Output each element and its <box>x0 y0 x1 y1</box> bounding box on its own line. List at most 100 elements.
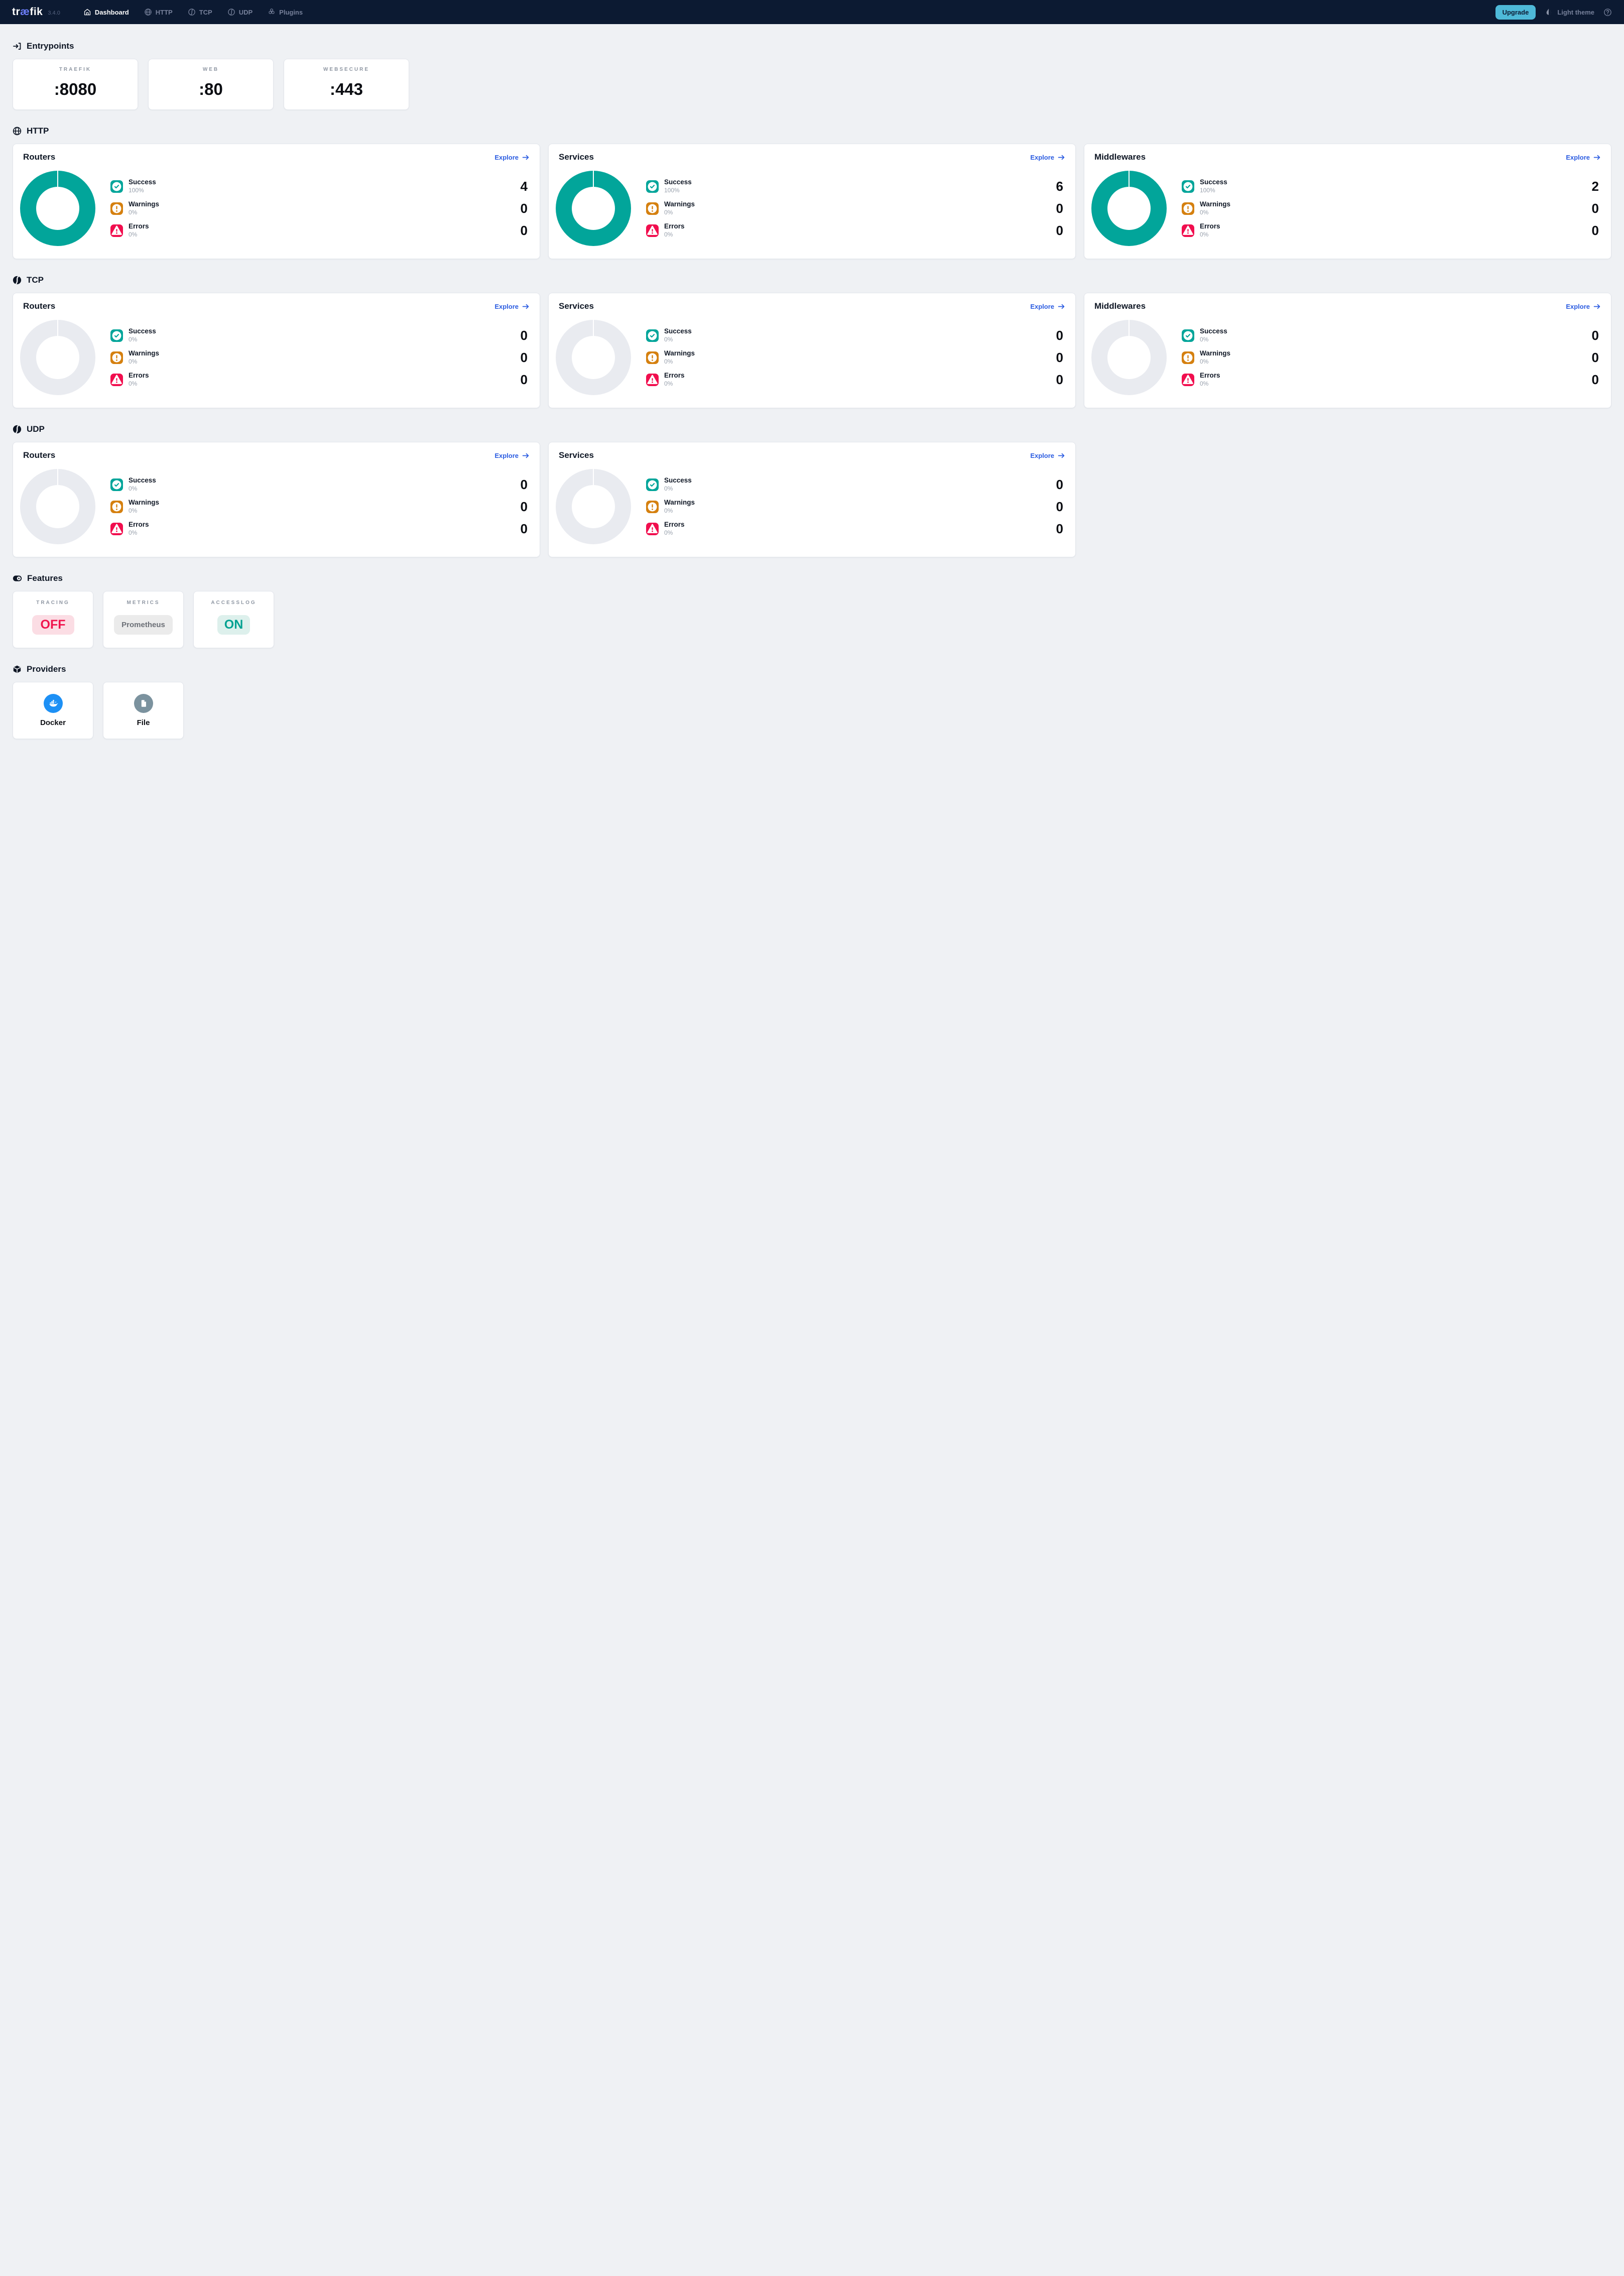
theme-toggle[interactable]: Light theme <box>1545 8 1594 16</box>
explore-label: Explore <box>1030 451 1054 459</box>
legend-pct: 0% <box>1200 380 1209 387</box>
legend-row-success: Success 0% 0 <box>646 476 1065 493</box>
nav-item-label: Plugins <box>279 8 303 16</box>
legend-row-warnings: Warnings 0% 0 <box>110 349 530 366</box>
explore-link[interactable]: Explore <box>1566 154 1601 161</box>
explore-label: Explore <box>1566 153 1590 161</box>
section-title-text: Features <box>27 573 63 583</box>
check-icon <box>110 180 123 193</box>
legend: Success 0% 0 Warnings 0% 0 Errors 0% 0 <box>110 476 530 537</box>
logo-text: fik <box>30 6 43 18</box>
explore-link[interactable]: Explore <box>1030 154 1065 161</box>
feature-name: TRACING <box>36 600 70 606</box>
check-icon <box>110 478 123 491</box>
legend-row-errors: Errors 0% 0 <box>110 521 530 537</box>
nav-item-plugins[interactable]: Plugins <box>268 8 303 16</box>
legend-label: Errors <box>1200 222 1220 230</box>
legend-pct: 0% <box>1200 335 1209 343</box>
legend-row-success: Success 0% 0 <box>110 476 530 493</box>
nav-item-tcp[interactable]: TCP <box>188 8 212 16</box>
error-icon <box>110 522 123 535</box>
section-title-text: HTTP <box>27 126 49 136</box>
feature-card-accesslog: ACCESSLOG ON <box>193 591 274 648</box>
donut-chart <box>1091 320 1167 395</box>
explore-label: Explore <box>1030 153 1054 161</box>
legend-pct: 0% <box>664 230 673 238</box>
arrow-right-icon <box>522 155 529 160</box>
feature-value-badge: Prometheus <box>114 615 173 635</box>
explore-link[interactable]: Explore <box>1030 452 1065 459</box>
legend-pct: 0% <box>1200 357 1209 365</box>
legend-count: 0 <box>520 372 528 387</box>
legend-count: 0 <box>520 200 528 216</box>
nav-item-label: HTTP <box>155 8 173 16</box>
nav-item-udp[interactable]: UDP <box>227 8 253 16</box>
error-icon <box>110 224 123 237</box>
donut-chart <box>556 171 631 246</box>
section-tcp-title: TCP <box>13 275 1611 285</box>
card-title: Routers <box>23 450 56 460</box>
explore-link[interactable]: Explore <box>1030 303 1065 310</box>
explore-link[interactable]: Explore <box>1566 303 1601 310</box>
legend-pct: 0% <box>1200 230 1209 238</box>
toggle-icon <box>13 575 22 582</box>
legend-row-errors: Errors 0% 0 <box>646 372 1065 388</box>
http-middlewares-card: Middlewares Explore Success 100% 2 Warnin… <box>1084 144 1611 259</box>
nav-item-label: TCP <box>199 8 212 16</box>
section-providers-title: Providers <box>13 664 1611 674</box>
legend-count: 0 <box>1591 327 1599 343</box>
legend-row-warnings: Warnings 0% 0 <box>646 349 1065 366</box>
donut-chart <box>20 171 95 246</box>
explore-link[interactable]: Explore <box>494 452 530 459</box>
arrow-right-icon <box>1058 304 1065 309</box>
legend-pct: 0% <box>129 529 138 536</box>
legend-row-warnings: Warnings 0% 0 <box>1182 200 1601 216</box>
legend-label: Success <box>664 476 692 484</box>
upgrade-button[interactable]: Upgrade <box>1495 5 1536 20</box>
provider-label: Docker <box>40 718 66 727</box>
card-title: Routers <box>23 301 56 311</box>
entrypoint-port: :8080 <box>54 80 97 98</box>
legend-label: Warnings <box>1200 200 1231 208</box>
legend-row-errors: Errors 0% 0 <box>646 222 1065 238</box>
explore-link[interactable]: Explore <box>494 303 530 310</box>
warning-icon <box>110 202 123 215</box>
legend-count: 0 <box>1591 222 1599 238</box>
section-title-text: Entrypoints <box>27 41 74 51</box>
legend-label: Errors <box>664 520 685 528</box>
legend: Success 0% 0 Warnings 0% 0 Errors 0% 0 <box>646 476 1065 537</box>
legend-row-warnings: Warnings 0% 0 <box>110 200 530 216</box>
legend-pct: 0% <box>129 335 138 343</box>
nav-item-dashboard[interactable]: Dashboard <box>83 8 129 16</box>
legend-count: 0 <box>1056 499 1063 514</box>
legend-count: 6 <box>1056 178 1063 194</box>
warning-icon <box>646 500 659 513</box>
check-icon <box>646 478 659 491</box>
globe-icon <box>13 127 22 136</box>
legend-count: 0 <box>520 476 528 492</box>
legend-label: Success <box>664 327 692 335</box>
arrow-right-icon <box>1058 453 1065 458</box>
droplet-icon <box>1545 8 1553 16</box>
proxy-icon <box>13 276 22 285</box>
provider-label: File <box>137 718 150 727</box>
legend-label: Success <box>129 327 156 335</box>
check-icon <box>646 180 659 193</box>
legend-row-success: Success 0% 0 <box>1182 327 1601 343</box>
providers-row: Docker File <box>13 682 1611 739</box>
explore-label: Explore <box>1566 302 1590 310</box>
legend-count: 0 <box>520 521 528 536</box>
legend-label: Errors <box>129 222 149 230</box>
card-title: Middlewares <box>1094 301 1146 311</box>
legend: Success 100% 4 Warnings 0% 0 Errors 0% 0 <box>110 178 530 238</box>
nav-item-http[interactable]: HTTP <box>144 8 173 16</box>
explore-link[interactable]: Explore <box>494 154 530 161</box>
card-title: Services <box>559 450 594 460</box>
legend-row-errors: Errors 0% 0 <box>646 521 1065 537</box>
help-icon[interactable] <box>1603 8 1612 17</box>
legend-row-success: Success 100% 6 <box>646 178 1065 194</box>
globe-icon <box>144 8 152 16</box>
legend-pct: 0% <box>129 208 138 216</box>
legend-row-errors: Errors 0% 0 <box>110 372 530 388</box>
legend-pct: 0% <box>129 485 138 492</box>
